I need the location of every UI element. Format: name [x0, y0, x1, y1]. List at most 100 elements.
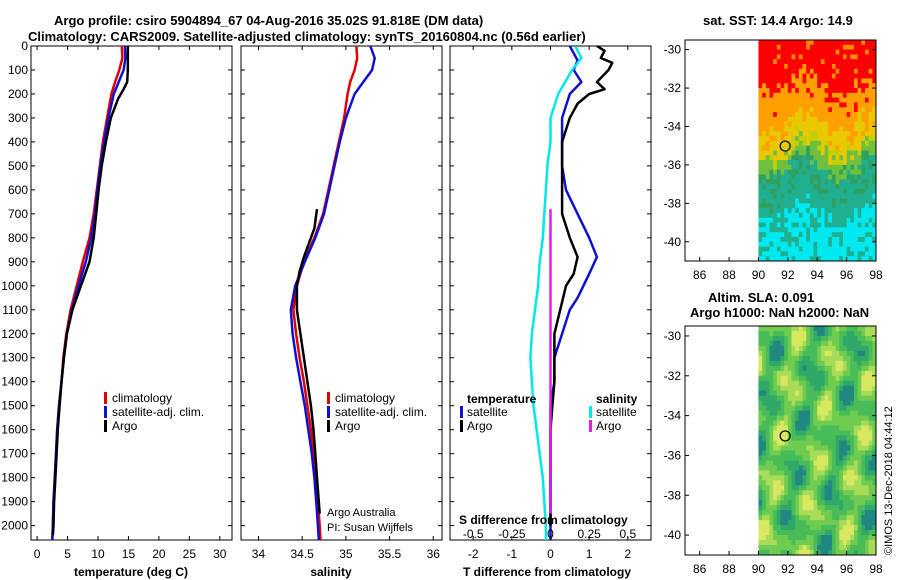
map-cell	[861, 470, 866, 476]
map-cell	[864, 97, 870, 103]
map-cell	[828, 550, 833, 556]
map-cell	[765, 370, 770, 377]
map-cell	[776, 335, 781, 342]
map-cell	[762, 126, 767, 132]
map-cell	[817, 198, 822, 204]
map-cell	[853, 136, 859, 142]
map-cell	[842, 155, 848, 161]
map-cell	[776, 455, 781, 461]
map-cell	[817, 475, 822, 481]
map-cell	[864, 217, 870, 223]
map-cell	[861, 445, 866, 451]
salinity-panel: 34 34.5 35 35.5 36 salinity climatology sate…	[240, 45, 443, 579]
map-cell	[864, 59, 870, 65]
map-cell	[850, 241, 855, 247]
map-cell	[828, 540, 833, 546]
map-cell	[813, 510, 818, 516]
map-cell	[861, 340, 866, 347]
map-cell	[824, 530, 829, 536]
map-cell	[839, 212, 844, 219]
map-cell	[839, 360, 844, 367]
map-cell	[861, 410, 866, 417]
map-cell	[828, 440, 833, 446]
map-cell	[824, 256, 829, 262]
map-cell	[824, 340, 829, 347]
lat-tick-label: -30	[664, 329, 682, 343]
map-cell	[868, 470, 873, 476]
map-cell	[861, 550, 866, 556]
map-cell	[861, 150, 866, 156]
map-cell	[795, 155, 800, 161]
map-cell	[824, 450, 829, 456]
map-cell	[758, 345, 763, 352]
map-cell	[824, 535, 829, 541]
map-cell	[798, 505, 803, 511]
map-cell	[784, 236, 789, 243]
map-cell	[809, 64, 814, 70]
series-line-climatology	[51, 46, 124, 540]
map-cell	[864, 350, 870, 357]
map-cell	[868, 246, 873, 252]
map-cell	[820, 510, 825, 516]
map-cell	[765, 188, 770, 195]
map-cell	[828, 326, 833, 332]
map-cell	[765, 495, 770, 501]
map-cell	[762, 208, 767, 214]
map-cell	[780, 179, 785, 185]
map-cell	[780, 64, 785, 70]
map-cell	[842, 440, 848, 446]
map-cell	[868, 256, 873, 262]
map-cell	[817, 460, 822, 466]
map-cell	[773, 455, 778, 461]
map-cell	[817, 97, 822, 103]
x-tick-label: -1	[507, 547, 518, 561]
map-cell	[835, 345, 840, 352]
map-cell	[806, 217, 811, 223]
map-cell	[765, 350, 770, 357]
map-cell	[765, 545, 770, 551]
map-cell	[850, 73, 855, 79]
map-cell	[824, 59, 829, 65]
map-cell	[791, 500, 796, 506]
map-cell	[809, 169, 814, 175]
map-cell	[773, 212, 778, 219]
map-cell	[758, 410, 763, 417]
map-cell	[842, 198, 848, 204]
map-cell	[864, 355, 870, 362]
map-cell	[824, 236, 829, 243]
map-cell	[828, 112, 833, 118]
map-cell	[861, 136, 866, 142]
map-cell	[868, 485, 873, 491]
map-cell	[868, 455, 873, 461]
map-cell	[853, 355, 859, 362]
map-cell	[872, 440, 877, 446]
map-cell	[791, 44, 796, 50]
map-cell	[784, 425, 789, 431]
map-cell	[820, 460, 825, 466]
map-cell	[824, 88, 829, 94]
map-cell	[868, 450, 873, 456]
map-cell	[835, 545, 840, 551]
map-cell	[857, 490, 862, 496]
map-cell	[795, 550, 800, 556]
map-cell	[846, 470, 851, 476]
map-cell	[820, 410, 825, 417]
map-cell	[828, 475, 833, 481]
map-cell	[817, 385, 822, 392]
map-cell	[857, 326, 862, 332]
map-cell	[780, 430, 785, 436]
map-cell	[824, 520, 829, 526]
depth-tick-label: 100	[8, 63, 28, 77]
map-cell	[773, 495, 778, 501]
map-cell	[820, 455, 825, 461]
map-cell	[861, 495, 866, 501]
map-cell	[806, 155, 811, 161]
map-cell	[802, 83, 807, 89]
map-cell	[802, 116, 807, 123]
map-cell	[795, 480, 800, 486]
map-cell	[820, 440, 825, 446]
map-cell	[839, 126, 844, 132]
map-cell	[758, 73, 763, 79]
map-cell	[839, 97, 844, 103]
map-cell	[791, 400, 796, 407]
